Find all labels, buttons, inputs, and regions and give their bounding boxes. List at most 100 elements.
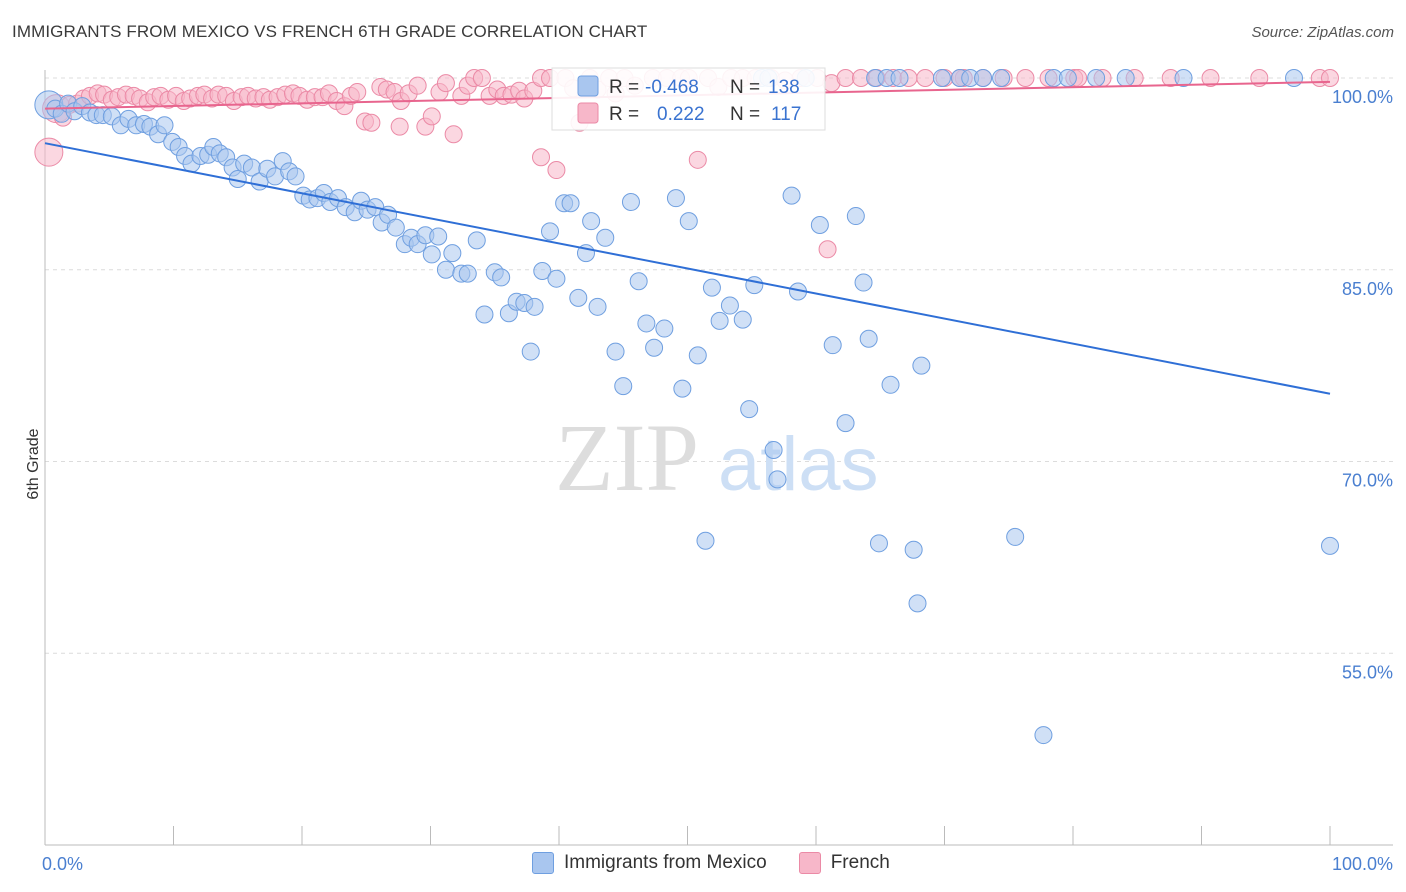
point-mexico xyxy=(1058,69,1077,87)
point-mexico xyxy=(974,69,993,87)
y-tick-label: 55.0% xyxy=(1342,662,1393,682)
point-mexico xyxy=(666,189,685,208)
point-mexico xyxy=(1285,69,1304,87)
point-mexico xyxy=(836,414,855,433)
point-mexico xyxy=(679,212,698,231)
point-mexico xyxy=(541,222,560,241)
point-mexico xyxy=(386,218,405,237)
point-mexico xyxy=(655,319,674,338)
point-mexico xyxy=(673,379,692,398)
point-mexico xyxy=(521,342,540,361)
point-mexico xyxy=(621,192,640,211)
stats-legend: R = -0.468 N = 138 R = 0.222 N = 117 xyxy=(551,67,826,131)
point-mexico xyxy=(155,116,174,135)
point-french xyxy=(472,69,491,87)
point-mexico xyxy=(912,356,931,375)
point-mexico xyxy=(869,534,888,553)
point-mexico xyxy=(768,470,787,489)
point-french xyxy=(444,125,463,144)
point-mexico xyxy=(588,297,607,316)
point-french xyxy=(390,117,409,136)
legend-r-value-1: -0.468 xyxy=(645,77,699,98)
point-mexico xyxy=(492,268,511,287)
point-mexico xyxy=(823,336,842,355)
y-tick-label: 85.0% xyxy=(1342,279,1393,299)
point-french xyxy=(436,74,455,93)
point-mexico xyxy=(629,272,648,291)
point-mexico xyxy=(810,216,829,235)
point-mexico xyxy=(1321,536,1339,555)
point-french xyxy=(532,148,551,167)
legend-swatch-french xyxy=(577,102,599,124)
point-mexico xyxy=(525,297,544,316)
legend-item-french: French xyxy=(798,852,890,874)
point-mexico xyxy=(443,244,462,263)
legend-n-value-2: 117 xyxy=(771,104,801,125)
point-mexico xyxy=(436,260,455,279)
point-mexico xyxy=(710,311,729,330)
point-mexico xyxy=(1174,69,1193,87)
point-mexico xyxy=(547,269,566,288)
point-french xyxy=(348,83,367,102)
point-french xyxy=(916,69,935,87)
point-mexico xyxy=(1116,69,1135,87)
legend-n-value-1: 138 xyxy=(768,77,800,98)
point-mexico xyxy=(881,375,900,394)
legend-r-label-2: R = xyxy=(609,104,639,125)
chart-title: IMMIGRANTS FROM MEXICO VS FRENCH 6TH GRA… xyxy=(12,22,648,41)
point-mexico xyxy=(688,346,707,365)
x-tick-label-right: 100.0% xyxy=(1332,854,1393,874)
point-french xyxy=(818,240,837,259)
y-tick-label: 100.0% xyxy=(1332,87,1393,107)
legend-swatch xyxy=(798,852,821,874)
point-mexico xyxy=(475,305,494,324)
point-mexico xyxy=(992,69,1011,87)
point-mexico xyxy=(467,231,486,250)
legend-swatch-mexico xyxy=(577,75,599,97)
point-mexico xyxy=(740,400,759,419)
point-mexico xyxy=(422,245,441,264)
point-mexico xyxy=(582,212,601,231)
point-mexico xyxy=(733,310,752,329)
legend-n-label-2: N = xyxy=(730,104,760,125)
point-mexico xyxy=(606,342,625,361)
legend-label: French xyxy=(830,852,890,873)
point-french xyxy=(688,150,707,169)
point-mexico xyxy=(561,194,580,213)
point-mexico xyxy=(782,186,801,205)
legend-swatch xyxy=(532,852,554,874)
point-mexico xyxy=(569,288,588,307)
legend-r-value-2: 0.222 xyxy=(657,104,705,125)
point-mexico xyxy=(745,276,764,295)
point-mexico xyxy=(1034,726,1053,745)
point-french xyxy=(34,137,64,167)
point-mexico xyxy=(696,531,715,550)
point-french xyxy=(1321,69,1339,87)
legend-r-label-1: R = xyxy=(609,77,639,98)
point-mexico xyxy=(932,69,951,87)
point-mexico xyxy=(1006,527,1025,546)
point-french xyxy=(836,69,855,87)
point-mexico xyxy=(645,338,664,357)
series-legend: Immigrants from Mexico French xyxy=(532,852,912,874)
point-mexico xyxy=(458,264,477,283)
point-mexico xyxy=(859,329,878,348)
legend-item-mexico: Immigrants from Mexico xyxy=(532,852,767,874)
legend-n-label-1: N = xyxy=(730,77,760,98)
point-mexico xyxy=(890,69,909,87)
point-mexico xyxy=(286,167,305,186)
point-french xyxy=(422,107,441,126)
point-mexico xyxy=(720,296,739,315)
point-french xyxy=(547,161,566,180)
point-french xyxy=(362,113,381,132)
y-tick-label: 70.0% xyxy=(1342,471,1393,491)
x-tick-label-left: 0.0% xyxy=(42,854,83,874)
watermark-zip: ZIP xyxy=(555,404,699,511)
axes xyxy=(44,70,1393,846)
point-mexico xyxy=(854,273,873,292)
legend-label: Immigrants from Mexico xyxy=(564,852,767,873)
point-mexico xyxy=(533,262,552,281)
point-mexico xyxy=(846,207,865,226)
point-french xyxy=(1016,69,1035,87)
